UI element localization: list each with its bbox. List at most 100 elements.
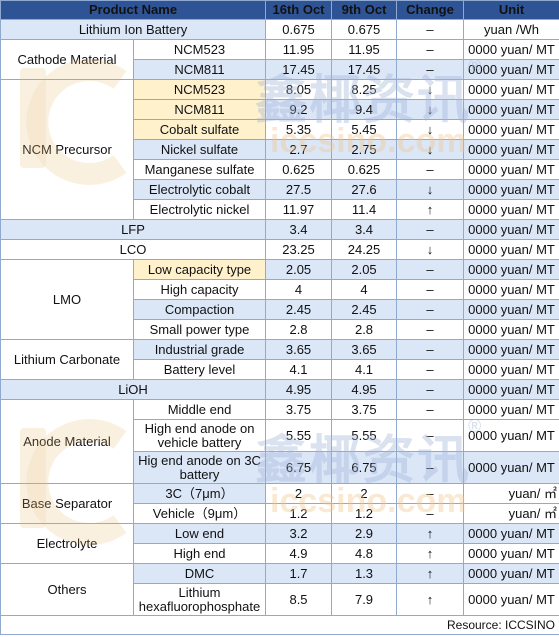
price-previous: 3.75: [331, 399, 398, 420]
product-subname: Lithium hexafluorophosphate: [132, 583, 267, 616]
price-current: 17.45: [265, 59, 333, 80]
header-row: Product Name 16th Oct 9th Oct Change Uni…: [0, 0, 559, 20]
product-name: LiOH: [0, 379, 267, 400]
price-current: 5.55: [265, 419, 333, 452]
arrow-up-icon: ↑: [396, 583, 465, 616]
product-subname: NCM523: [132, 79, 267, 100]
price-previous: 4.95: [331, 379, 398, 400]
price-current: 6.75: [265, 451, 333, 484]
change-flat-icon: –: [396, 339, 465, 360]
price-previous: 2.75: [331, 139, 398, 160]
change-flat-icon: –: [396, 159, 465, 180]
price-previous: 8.25: [331, 79, 398, 100]
price-previous: 6.75: [331, 451, 398, 484]
unit: yuan/ ㎡: [463, 483, 559, 504]
unit: 0000 yuan/ MT: [463, 199, 559, 220]
price-previous: 2: [331, 483, 398, 504]
table-row: Cathode Material NCM523 11.95 11.95 – 00…: [0, 39, 559, 80]
price-previous: 27.6: [331, 179, 398, 200]
group-name: Cathode Material: [0, 39, 134, 80]
product-name: LFP: [0, 219, 267, 240]
unit: 0000 yuan/ MT: [463, 339, 559, 360]
table-row: Electrolyte Low end 3.2 2.9 ↑ 0000 yuan/…: [0, 523, 559, 564]
product-subname: Cobalt sulfate: [132, 119, 267, 140]
product-subname: Hig end anode on 3C battery: [132, 451, 267, 484]
product-name: LCO: [0, 239, 267, 260]
product-subname: Compaction: [132, 299, 267, 320]
table-row: Anode Material Middle end 3.75 3.75 – 00…: [0, 399, 559, 484]
change-flat-icon: –: [396, 299, 465, 320]
arrow-up-icon: ↑: [396, 523, 465, 544]
unit: 0000 yuan/ MT: [463, 159, 559, 180]
unit: 0000 yuan/ MT: [463, 563, 559, 584]
table-row: Base Separator 3C（7μm） 2 2 – yuan/ ㎡: [0, 483, 559, 524]
table-row: LMO Low capacity type 2.05 2.05 – 0000 y…: [0, 259, 559, 340]
price-previous: 0.675: [331, 19, 398, 40]
product-subname: High end anode on vehicle battery: [132, 419, 267, 452]
change-flat-icon: –: [396, 451, 465, 484]
unit: 0000 yuan/ MT: [463, 99, 559, 120]
arrow-down-icon: ↓: [396, 79, 465, 100]
product-subname: Nickel sulfate: [132, 139, 267, 160]
product-name: Lithium Ion Battery: [0, 19, 267, 40]
price-current: 2.7: [265, 139, 333, 160]
unit: 0000 yuan/ MT: [463, 399, 559, 420]
arrow-up-icon: ↑: [396, 543, 465, 564]
group-name: NCM Precursor: [0, 79, 134, 220]
table-row: NCM811 17.45 17.45 – 0000 yuan/ MT: [1, 59, 559, 80]
price-current: 2.05: [265, 259, 333, 280]
group-name: Anode Material: [0, 399, 134, 484]
unit: 0000 yuan/ MT: [463, 259, 559, 280]
product-subname: Middle end: [132, 399, 267, 420]
price-current: 1.7: [265, 563, 333, 584]
unit: 0000 yuan/ MT: [463, 359, 559, 380]
unit: 0000 yuan/ MT: [463, 119, 559, 140]
table-row: LCO 23.25 24.25 ↓ 0000 yuan/ MT: [0, 239, 559, 260]
price-previous: 2.8: [331, 319, 398, 340]
unit: 0000 yuan/ MT: [463, 239, 559, 260]
price-previous: 1.2: [331, 503, 398, 524]
price-current: 0.625: [265, 159, 333, 180]
unit: 0000 yuan/ MT: [463, 319, 559, 340]
price-current: 4.1: [265, 359, 333, 380]
header-product-name: Product Name: [0, 0, 267, 20]
product-subname: Low end: [132, 523, 267, 544]
unit: 0000 yuan/ MT: [463, 543, 559, 564]
price-previous: 2.05: [331, 259, 398, 280]
price-previous: 7.9: [331, 583, 398, 616]
table-row: Lithium Ion Battery 0.675 0.675 – yuan /…: [0, 19, 559, 40]
unit: 0000 yuan/ MT: [463, 299, 559, 320]
price-previous: 2.45: [331, 299, 398, 320]
product-subname: 3C（7μm）: [132, 483, 267, 504]
table-row: Compaction 2.45 2.45 – 0000 yuan/ MT: [1, 299, 559, 320]
price-previous: 3.4: [331, 219, 398, 240]
price-current: 5.35: [265, 119, 333, 140]
change-flat-icon: –: [396, 419, 465, 452]
header-date-2: 9th Oct: [331, 0, 398, 20]
price-previous: 11.4: [331, 199, 398, 220]
product-subname: Small power type: [132, 319, 267, 340]
group-name: LMO: [0, 259, 134, 340]
unit: yuan/ ㎡: [463, 503, 559, 524]
unit: 0000 yuan/ MT: [463, 59, 559, 80]
table-row: LiOH 4.95 4.95 – 0000 yuan/ MT: [0, 379, 559, 400]
arrow-down-icon: ↓: [396, 99, 465, 120]
price-previous: 17.45: [331, 59, 398, 80]
product-subname: Electrolytic cobalt: [132, 179, 267, 200]
table-row: NCM Precursor NCM523 8.05 8.25 ↓ 0000 yu…: [0, 79, 559, 220]
price-current: 8.5: [265, 583, 333, 616]
price-previous: 3.65: [331, 339, 398, 360]
price-previous: 5.55: [331, 419, 398, 452]
price-current: 23.25: [265, 239, 333, 260]
price-previous: 5.45: [331, 119, 398, 140]
table-row: High end 4.9 4.8 ↑ 0000 yuan/ MT: [1, 543, 559, 564]
price-previous: 24.25: [331, 239, 398, 260]
price-current: 4: [265, 279, 333, 300]
resource-credit: Resource: ICCSINO: [0, 615, 559, 635]
unit: 0000 yuan/ MT: [463, 79, 559, 100]
change-flat-icon: –: [396, 483, 465, 504]
table-row: High end anode on vehicle battery 5.55 5…: [1, 419, 559, 452]
arrow-down-icon: ↓: [396, 239, 465, 260]
price-current: 3.4: [265, 219, 333, 240]
